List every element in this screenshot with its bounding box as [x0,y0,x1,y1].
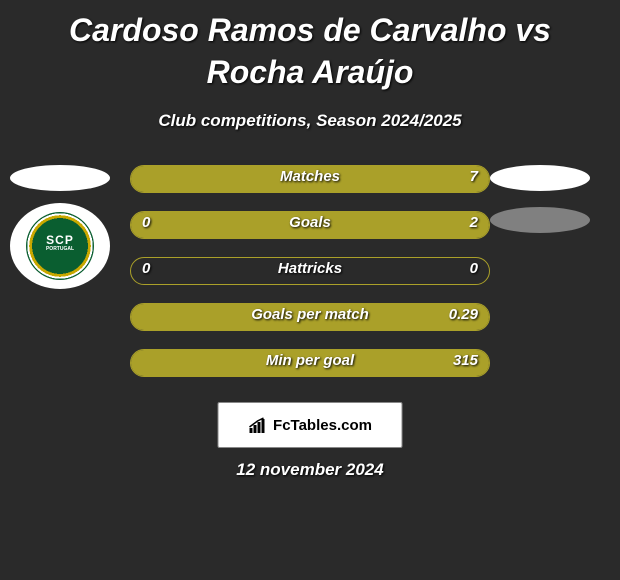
date-text: 12 november 2024 [0,460,620,480]
attribution-badge: FcTables.com [218,402,403,448]
chart-icon [248,417,268,433]
subtitle: Club competitions, Season 2024/2025 [0,111,620,131]
scp-badge-text: SCP [46,233,74,247]
stat-label: Min per goal [130,352,490,369]
stat-row: 02Goals [130,211,490,239]
player-left-badges: SCP PORTUGAL [10,165,110,289]
player-right-ellipse [490,165,590,191]
page-title: Cardoso Ramos de Carvalho vs Rocha Araúj… [0,0,620,93]
stat-label: Goals [130,214,490,231]
stat-row: 0.29Goals per match [130,303,490,331]
club-logo-left: SCP PORTUGAL [10,203,110,289]
stat-row: 7Matches [130,165,490,193]
stat-label: Goals per match [130,306,490,323]
stat-label: Hattricks [130,260,490,277]
player-right-badges [490,165,590,233]
attribution-text: FcTables.com [273,417,372,434]
player-left-ellipse [10,165,110,191]
stat-label: Matches [130,168,490,185]
stat-row: 315Min per goal [130,349,490,377]
stat-bars: 7Matches 02Goals 00Hattricks 0.29Goals per … [130,165,490,377]
scp-badge-subtext: PORTUGAL [46,246,74,252]
scp-badge: SCP PORTUGAL [26,212,94,280]
stat-row: 00Hattricks [130,257,490,285]
player-right-ellipse-2 [490,207,590,233]
comparison-content: SCP PORTUGAL 7Matches 02Goals 00Hattricks 0… [0,165,620,377]
